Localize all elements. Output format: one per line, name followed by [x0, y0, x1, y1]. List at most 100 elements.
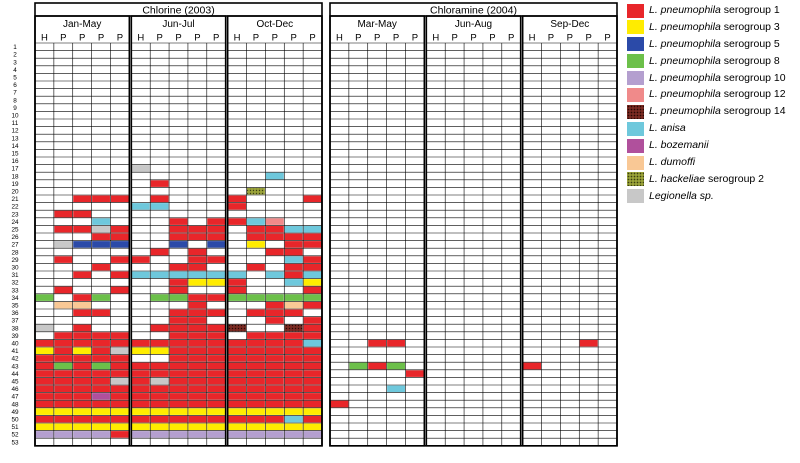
heatmap-cell-Lp1: [169, 279, 188, 286]
period-label: Jun-Aug: [455, 19, 492, 30]
heatmap-cell-Lp1: [110, 256, 129, 263]
heatmap-cell-Lp1: [92, 347, 110, 355]
row-label: 6: [13, 82, 17, 89]
legend-serogroup: serogroup 2: [705, 172, 765, 185]
legend-species: L. pneumophila: [649, 88, 721, 101]
heatmap-cell-Lp1: [169, 400, 188, 408]
heatmap-cell-Lp1: [169, 317, 188, 324]
heatmap-cell-Lp1: [110, 286, 129, 294]
heatmap-cell-Lp1: [284, 271, 303, 279]
heatmap-cell-Lp1: [228, 393, 247, 400]
heatmap-cell-Lp1: [54, 225, 73, 233]
heatmap-cell-Lp1: [54, 377, 73, 385]
row-label: 53: [11, 439, 19, 446]
heatmap-cell-Lp8: [247, 294, 265, 301]
row-label: 21: [11, 196, 19, 203]
heatmap-cell-Lp1: [247, 233, 265, 241]
heatmap-cell-Lani: [131, 203, 150, 210]
legend-species: L. hackeliae: [649, 172, 706, 185]
column-label: P: [309, 33, 315, 44]
heatmap-cell-Lp1: [265, 301, 284, 309]
heatmap-cell-Lp1: [284, 339, 303, 347]
heatmap-cell-Lp1: [247, 347, 265, 355]
heatmap-cell-Lani: [284, 256, 303, 263]
heatmap-cell-Lp1: [54, 347, 73, 355]
heatmap-cell-Lp3: [73, 347, 92, 355]
heatmap-cell-Lp1: [92, 195, 110, 203]
heatmap-cell-Lp1: [303, 370, 322, 377]
heatmap-cell-Lp1: [188, 225, 207, 233]
period-frame: [521, 15, 618, 447]
heatmap-cell-Lp1: [284, 248, 303, 256]
heatmap-cell-Lp1: [73, 225, 92, 233]
period-label: Oct-Dec: [256, 19, 293, 30]
legend-label: L. pneumophila serogroup 14: [649, 103, 786, 120]
heatmap-cell-Ldum: [54, 301, 73, 309]
heatmap-cell-Lp1: [188, 385, 207, 393]
heatmap-cell-Lani: [284, 279, 303, 286]
legend-swatch: [627, 104, 644, 119]
legend-item: L. bozemanii: [627, 137, 800, 154]
heatmap-cell-Lp3: [284, 408, 303, 415]
heatmap-cell-Lp1: [92, 263, 110, 271]
heatmap-cell-Lp5: [169, 241, 188, 248]
heatmap-cell-Lp1: [228, 279, 247, 286]
legend-label: L. dumoffi: [649, 154, 695, 171]
legend-label: L. pneumophila serogroup 1: [649, 2, 780, 19]
column-label: P: [175, 33, 181, 44]
heatmap-cell-Lsp: [54, 241, 73, 248]
heatmap-cell-Lp10: [131, 431, 150, 438]
heatmap-cell-Lp8: [303, 294, 322, 301]
heatmap-cell-Lp1: [188, 377, 207, 385]
heatmap-cell-Lp3: [110, 408, 129, 415]
heatmap-cell-Lp1: [54, 332, 73, 339]
heatmap-cell-Lp1: [73, 355, 92, 362]
heatmap-cell-Lp1: [284, 241, 303, 248]
row-label: 22: [11, 204, 19, 211]
row-label: 43: [11, 363, 19, 370]
legend-item: L. dumoffi: [627, 154, 800, 171]
heatmap-cell-Lp1: [169, 415, 188, 423]
heatmap-cell-Lp1: [247, 355, 265, 362]
heatmap-cell-Lp1: [169, 225, 188, 233]
row-label: 17: [11, 166, 19, 173]
legend-label: L. pneumophila serogroup 5: [649, 36, 780, 53]
heatmap-cell-Lp10: [150, 431, 169, 438]
heatmap-cell-Lani: [303, 271, 322, 279]
heatmap-cell-Lp1: [131, 256, 150, 263]
heatmap-cell-Lp3: [169, 423, 188, 431]
heatmap-cell-Lp1: [73, 294, 92, 301]
legend-label: Legionella sp.: [649, 188, 714, 205]
heatmap-cell-Lp1: [110, 393, 129, 400]
group-frame: [329, 2, 618, 447]
heatmap-cell-Lp1: [247, 309, 265, 317]
row-label: 39: [11, 333, 19, 340]
heatmap-cell-Lp3: [169, 408, 188, 415]
heatmap-cell-Lp1: [303, 256, 322, 263]
heatmap-cell-Lp1: [92, 233, 110, 241]
legend-label: L. pneumophila serogroup 3: [649, 19, 780, 36]
legend-item: L. pneumophila serogroup 10: [627, 70, 800, 87]
heatmap-cell-Lp1: [169, 370, 188, 377]
heatmap-cell-Lp1: [150, 324, 169, 332]
row-label: 4: [13, 67, 17, 74]
heatmap-cell-Lp1: [188, 393, 207, 400]
heatmap-cell-Lp1: [110, 362, 129, 370]
heatmap-cell-Lp1: [110, 355, 129, 362]
heatmap-cell-Lp8: [35, 294, 54, 301]
heatmap-cell-Lp1: [228, 385, 247, 393]
heatmap-cell-Lani: [150, 271, 169, 279]
heatmap-cell-Lsp: [92, 225, 110, 233]
heatmap-cell-Lp1: [265, 362, 284, 370]
period-label: Sep-Dec: [550, 19, 589, 30]
legend-item: Legionella sp.: [627, 188, 800, 205]
heatmap-cell-Lp1: [228, 362, 247, 370]
heatmap-cell-Lp8: [92, 362, 110, 370]
heatmap-cell-Lp1: [35, 355, 54, 362]
heatmap-cell-Lp8: [150, 294, 169, 301]
heatmap-cell-Lp1: [207, 309, 226, 317]
column-label: P: [98, 33, 104, 44]
heatmap-cell-Lp1: [188, 301, 207, 309]
heatmap-cell-Lp1: [207, 355, 226, 362]
column-label: P: [412, 33, 418, 44]
